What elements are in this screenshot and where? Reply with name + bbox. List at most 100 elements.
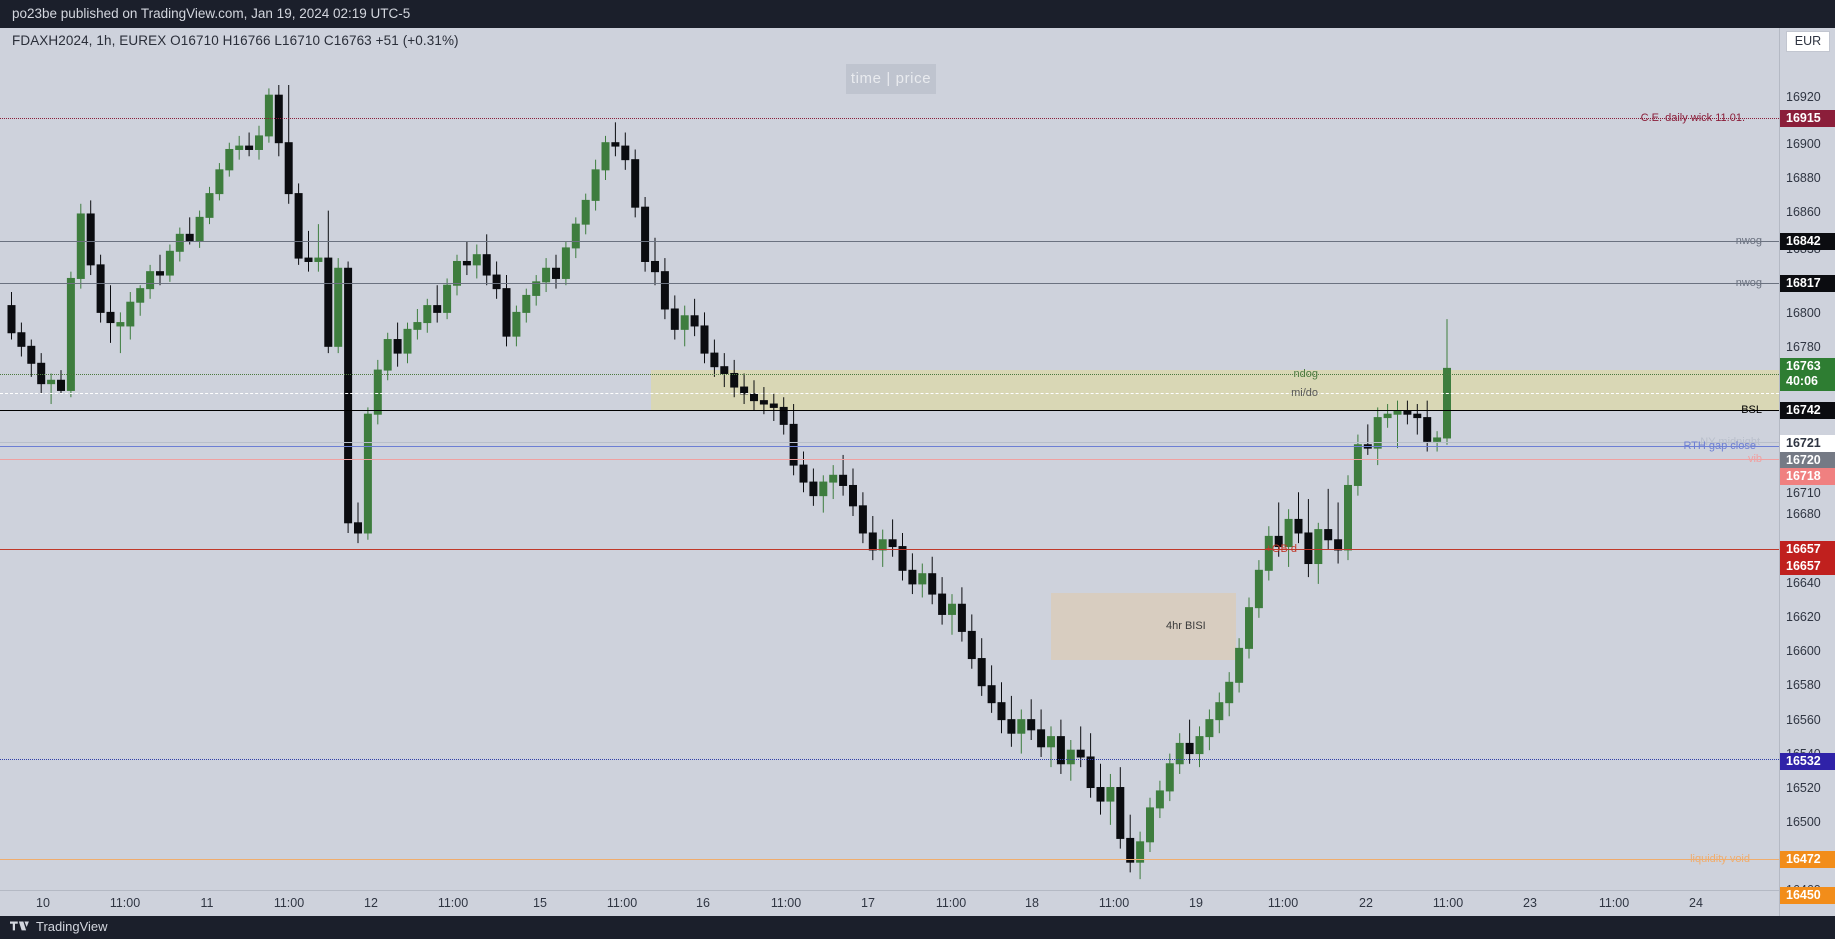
ob-d-line-label: +OB d (1265, 543, 1298, 555)
pdl-price[interactable]: 16532 (1780, 752, 1835, 770)
time-tick: 10 (36, 896, 50, 910)
time-tick: 11 (200, 896, 214, 910)
last-price-value: 16763 (1786, 359, 1821, 373)
liquidity-void-lower-line-label: liquidity void (1690, 889, 1750, 890)
publisher-info-bar: po23be published on TradingView.com, Jan… (0, 0, 1835, 28)
rth-gap-price-value: 16720 (1786, 452, 1821, 467)
liquidity-void-lower-price[interactable]: 16450 (1780, 886, 1835, 904)
tradingview-wordmark: TradingView (36, 919, 108, 934)
price-tick: 16880 (1786, 171, 1821, 185)
ndog-line[interactable] (0, 374, 1779, 375)
time-tick: 11:00 (437, 896, 469, 910)
bisi-zone[interactable] (1051, 593, 1236, 660)
price-tick: 16640 (1786, 576, 1821, 590)
time-tick: 11:00 (935, 896, 967, 910)
bsl-price[interactable]: 16742 (1780, 401, 1835, 419)
liquidity-void-upper-price[interactable]: 16472 (1780, 850, 1835, 868)
vib-line-label: vib (1747, 453, 1762, 465)
price-tick: 16520 (1786, 781, 1821, 795)
liquidity-void-lower-price-value: 16450 (1786, 887, 1821, 902)
time-tick: 15 (533, 896, 547, 910)
pdl-line[interactable] (0, 759, 1779, 760)
rth-gap-price[interactable]: 16720 (1780, 451, 1835, 469)
chart-frame: 4hr BISI C.E. daily wick 11.01. nwog nwog nd… (0, 28, 1779, 890)
tradingview-mark-icon (10, 921, 29, 931)
ce-daily-wick-line-label: C.E. daily wick 11.01. (1640, 112, 1745, 124)
ob-price-lower-value: 16657 (1786, 558, 1821, 573)
ce-daily-wick-line[interactable] (0, 118, 1779, 119)
price-tick: 16620 (1786, 610, 1821, 624)
ny-midnight-line[interactable] (0, 442, 1779, 443)
currency-badge[interactable]: EUR (1786, 31, 1830, 52)
time-tick: 19 (1189, 896, 1203, 910)
bsl-price-value: 16742 (1786, 402, 1821, 417)
rth-gap-close-line[interactable] (0, 446, 1779, 447)
ndog-zone[interactable] (651, 370, 1779, 410)
ob-d-line[interactable] (0, 549, 1779, 550)
time-tick: 11:00 (770, 896, 802, 910)
time-tick: 11:00 (109, 896, 141, 910)
liquidity-void-upper-price-value: 16472 (1786, 851, 1821, 866)
ny-midnight-price-value: 16721 (1786, 435, 1821, 450)
time-tick: 17 (861, 896, 875, 910)
time-tick: 11:00 (1598, 896, 1630, 910)
vib-price-value: 16718 (1786, 468, 1821, 483)
ce-daily-wick-price-value: 16915 (1786, 110, 1821, 125)
time-tick: 11:00 (606, 896, 638, 910)
nwog-upper-line[interactable] (0, 241, 1779, 242)
nwog-lower-line[interactable] (0, 283, 1779, 284)
ny-midnight-price[interactable]: 16721 (1780, 434, 1835, 452)
ny-midnight-line-label: NY midnight (1700, 436, 1760, 448)
price-tick: 16680 (1786, 507, 1821, 521)
chart-legend[interactable]: FDAXH2024, 1h, EUREX O16710 H16766 L1671… (12, 33, 459, 48)
ob-price-upper-value: 16657 (1786, 541, 1821, 556)
ob-price-upper[interactable]: 16657 (1780, 540, 1835, 558)
time-tick: 11:00 (273, 896, 305, 910)
price-scale[interactable]: EUR 169201690016880168601683816800167801… (1779, 28, 1835, 904)
ndog-line-label: ndog (1293, 368, 1318, 380)
ce-daily-wick-price[interactable]: 16915 (1780, 109, 1835, 127)
nwog-lower-price-value: 16817 (1786, 275, 1821, 290)
time-tick: 23 (1523, 896, 1537, 910)
time-tick: 22 (1359, 896, 1373, 910)
last-price[interactable]: 16763 40:06 (1780, 357, 1835, 391)
price-tick: 16860 (1786, 205, 1821, 219)
vib-price[interactable]: 16718 (1780, 467, 1835, 485)
bsl-line-label: BSL (1741, 404, 1762, 416)
pdl-price-value: 16532 (1786, 753, 1821, 768)
nwog-upper-price[interactable]: 16842 (1780, 232, 1835, 250)
vib-line[interactable] (0, 459, 1779, 460)
price-tick: 16800 (1786, 306, 1821, 320)
tradingview-logo: TradingView (10, 919, 108, 934)
nwog-upper-price-value: 16842 (1786, 233, 1821, 248)
price-tick: 16900 (1786, 137, 1821, 151)
time-tick: 11:00 (1267, 896, 1299, 910)
price-tick: 16710 (1786, 486, 1821, 500)
bisi-zone-label: 4hr BISI (1166, 620, 1206, 632)
bsl-line[interactable] (0, 410, 1779, 411)
midoc-line-label: mi/do (1291, 387, 1318, 399)
chart-watermark: time | price (846, 64, 936, 94)
midoc-line[interactable] (0, 393, 1779, 394)
nwog-upper-line-label: nwog (1735, 235, 1762, 247)
price-tick: 16500 (1786, 815, 1821, 829)
time-tick: 11:00 (1098, 896, 1130, 910)
time-scale[interactable]: 10 11:00 11 11:00 12 11:00 15 11:00 16 11:00 17 11:… (0, 890, 1779, 916)
liquidity-void-upper-line[interactable] (0, 859, 1779, 860)
rth-gap-close-line-label: RTH gap close (1683, 440, 1756, 452)
nwog-lower-line-label: nwog (1735, 277, 1762, 289)
time-tick: 11:00 (1432, 896, 1464, 910)
candlestick-series (7, 85, 1451, 880)
time-tick: 16 (696, 896, 710, 910)
price-tick: 16580 (1786, 678, 1821, 692)
chart-canvas[interactable]: 4hr BISI C.E. daily wick 11.01. nwog nwog nd… (0, 28, 1779, 890)
price-tick: 16920 (1786, 90, 1821, 104)
ob-price-lower[interactable]: 16657 (1780, 557, 1835, 575)
time-tick: 18 (1025, 896, 1039, 910)
last-price-countdown: 40:06 (1786, 374, 1818, 388)
price-tick: 16780 (1786, 340, 1821, 354)
nwog-lower-price[interactable]: 16817 (1780, 274, 1835, 292)
time-tick: 12 (364, 896, 378, 910)
price-tick: 16600 (1786, 644, 1821, 658)
